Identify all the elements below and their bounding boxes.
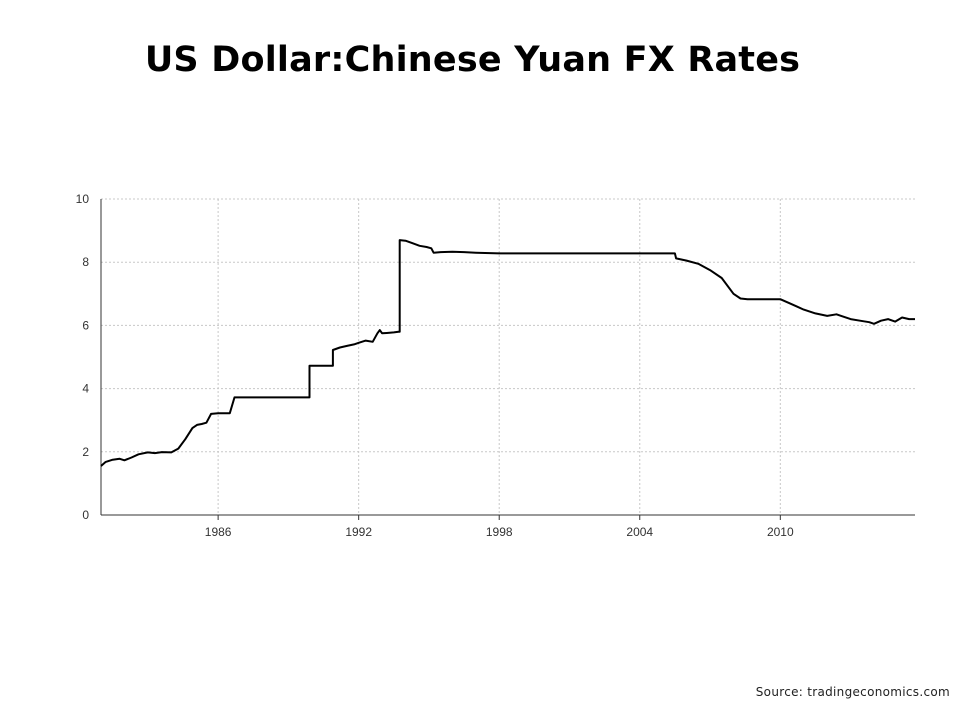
x-tick-label: 1986 (205, 525, 232, 539)
y-tick-label: 10 (76, 192, 90, 206)
y-tick-label: 4 (82, 382, 89, 396)
chart-axes (100, 199, 915, 520)
x-tick-label: 1998 (486, 525, 513, 539)
source-note: Source: tradingeconomics.com (755, 685, 950, 699)
x-tick-label: 1992 (345, 525, 372, 539)
y-tick-label: 8 (82, 255, 89, 269)
x-tick-label: 2010 (767, 525, 794, 539)
tick-labels: 0 2 4 6 8 10 1986 1992 1998 2004 2010 (76, 192, 794, 539)
y-tick-label: 2 (82, 445, 89, 459)
x-tick-label: 2004 (626, 525, 653, 539)
y-tick-label: 0 (82, 508, 89, 522)
y-tick-label: 6 (82, 318, 89, 332)
grid-lines (101, 198, 915, 516)
page-title: US Dollar:Chinese Yuan FX Rates (144, 40, 801, 80)
series-line (100, 239, 915, 467)
series-layer (100, 239, 915, 467)
